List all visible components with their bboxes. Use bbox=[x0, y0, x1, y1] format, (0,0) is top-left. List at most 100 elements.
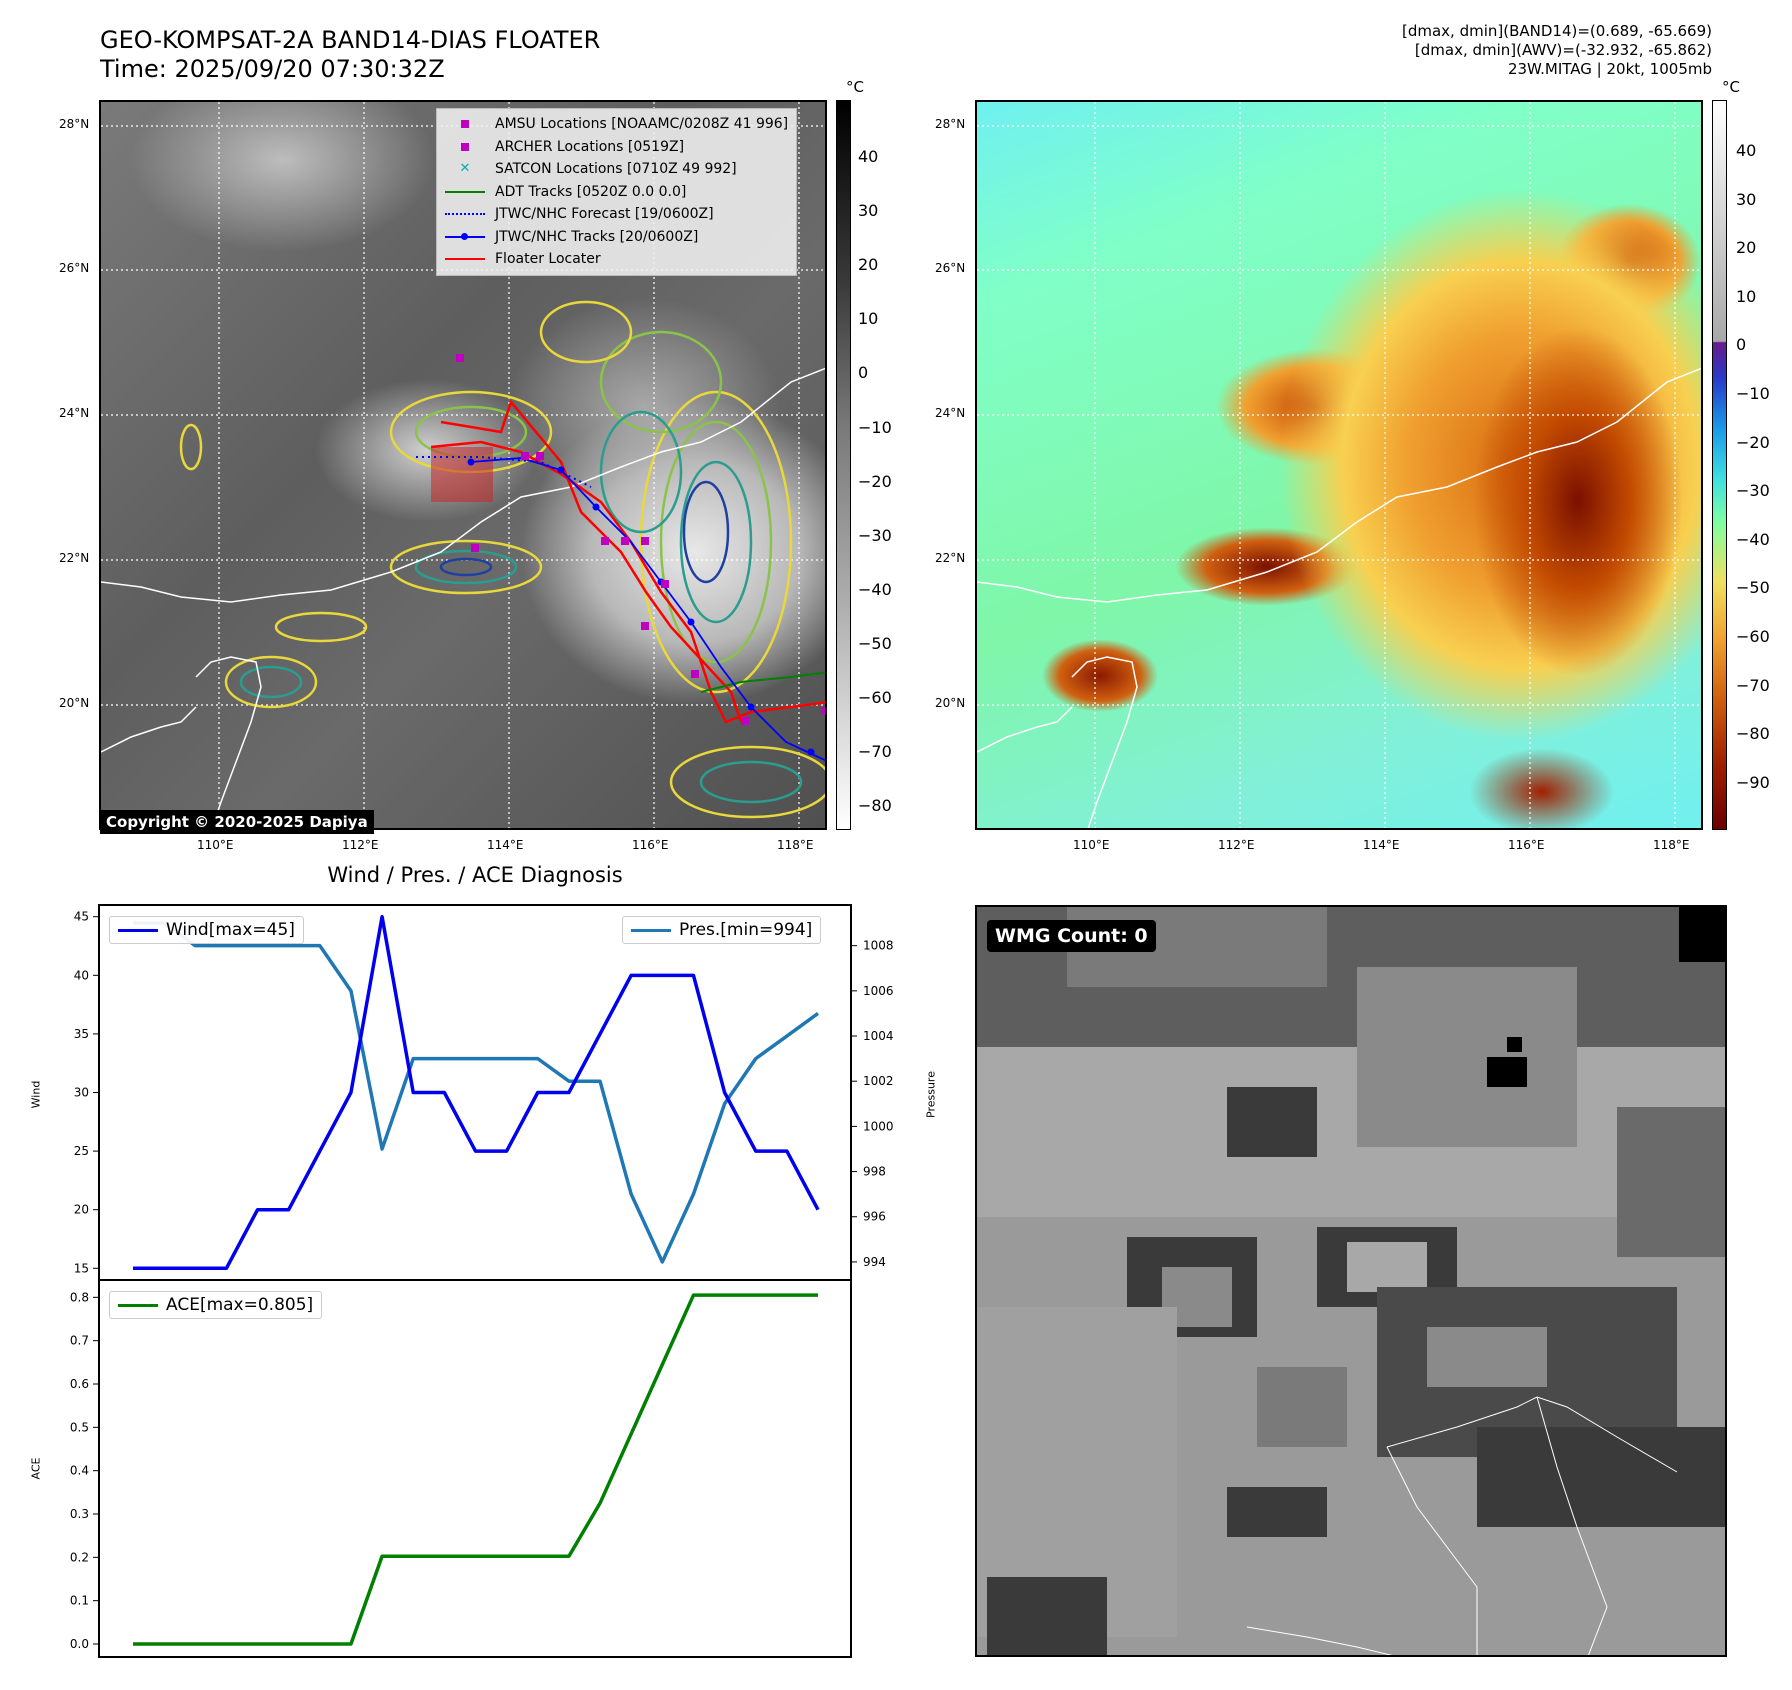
colorbar-tick-label: −20 bbox=[1736, 432, 1770, 452]
colorbar-tick-label: −60 bbox=[858, 688, 892, 707]
color-colorbar bbox=[1712, 100, 1727, 830]
title-time: Time: 2025/09/20 07:30:32Z bbox=[100, 55, 445, 83]
lon-tick-label: 110°E bbox=[197, 838, 234, 852]
color-map-panel bbox=[975, 100, 1703, 830]
legend-item-adt: ADT Tracks [0520Z 0.0 0.0] bbox=[445, 181, 788, 204]
ace-ytick-label: 0.0 bbox=[70, 1637, 89, 1651]
ace-ytick-label: 0.3 bbox=[70, 1507, 89, 1521]
legend-item-satcon: ✕ SATCON Locations [0710Z 49 992] bbox=[445, 158, 788, 181]
coastline bbox=[977, 367, 1701, 603]
lat-tick-label: 20°N bbox=[935, 696, 966, 710]
ace-series-line bbox=[133, 1293, 818, 1646]
colorbar-tick-label: 20 bbox=[858, 255, 879, 275]
copyright-label: Copyright © 2020-2025 Dapiya bbox=[100, 810, 374, 834]
ace-ytick-label: 0.8 bbox=[70, 1290, 89, 1304]
wind-line-icon bbox=[118, 928, 158, 932]
color-map-overlay bbox=[977, 102, 1701, 828]
lat-tick-label: 26°N bbox=[935, 261, 966, 275]
lon-tick-label: 116°E bbox=[632, 838, 669, 852]
ace-legend: ACE[max=0.805] bbox=[109, 1291, 323, 1319]
colorbar-tick-label: 10 bbox=[858, 309, 879, 329]
island-coastline bbox=[195, 656, 262, 828]
info-awv: [dmax, dmin](AWV)=(-32.932, -65.862) bbox=[1414, 41, 1712, 59]
lat-tick-label: 26°N bbox=[59, 261, 90, 275]
colorbar-tick-label: −60 bbox=[1736, 627, 1770, 646]
colorbar-tick-label: 40 bbox=[858, 147, 879, 166]
x-marker-icon: ✕ bbox=[459, 161, 471, 177]
legend-item-jtwc-tracks: JTWC/NHC Tracks [20/0600Z] bbox=[445, 226, 788, 249]
wind-ytick-label: 45 bbox=[74, 910, 89, 924]
lon-tick-label: 118°E bbox=[1653, 838, 1690, 852]
lon-tick-label: 110°E bbox=[1073, 838, 1110, 852]
pressure-legend: Pres.[min=994] bbox=[622, 916, 822, 944]
wind-ytick-label: 30 bbox=[74, 1086, 89, 1100]
legend-label: Floater Locater bbox=[495, 251, 601, 267]
lon-tick-label: 118°E bbox=[777, 838, 814, 852]
pressure-ytick-label: 994 bbox=[863, 1255, 886, 1269]
colorbar-tick-label: −30 bbox=[1736, 481, 1770, 501]
jtwc-track-points bbox=[467, 458, 815, 756]
colorbar-tick-label: −80 bbox=[1736, 724, 1770, 744]
square-marker-icon bbox=[445, 118, 485, 130]
colorbar-tick-label: −30 bbox=[858, 525, 892, 545]
dotted-line-icon bbox=[445, 208, 485, 220]
lat-tick-label: 22°N bbox=[59, 551, 90, 565]
map-legend: AMSU Locations [NOAAMC/0208Z 41 996] ARC… bbox=[436, 108, 798, 276]
colorbar-tick-label: −80 bbox=[858, 796, 892, 816]
title-satellite: GEO-KOMPSAT-2A BAND14-DIAS FLOATER bbox=[100, 26, 601, 54]
colorbar-tick-label: −10 bbox=[858, 417, 892, 437]
colorbar-tick-label: 30 bbox=[1736, 189, 1757, 209]
legend-item-floater: Floater Locater bbox=[445, 248, 788, 271]
legend-label: ARCHER Locations [0519Z] bbox=[495, 138, 685, 155]
wind-ytick-label: 15 bbox=[74, 1261, 89, 1275]
legend-label: ADT Tracks [0520Z 0.0 0.0] bbox=[495, 183, 687, 200]
info-band14: [dmax, dmin](BAND14)=(0.689, -65.669) bbox=[1401, 22, 1712, 40]
wind-ytick-label: 20 bbox=[74, 1203, 89, 1217]
wind-ytick-label: 25 bbox=[74, 1144, 89, 1158]
pressure-ytick-label: 996 bbox=[863, 1210, 886, 1224]
lon-tick-label: 116°E bbox=[1508, 838, 1545, 852]
colorbar-tick-label: −70 bbox=[1736, 675, 1770, 695]
colorbar-tick-label: 0 bbox=[858, 363, 869, 383]
coastline-west bbox=[977, 706, 1073, 753]
wind-legend: Wind[max=45] bbox=[109, 916, 304, 944]
ace-line-icon bbox=[118, 1303, 158, 1307]
pressure-ytick-label: 998 bbox=[863, 1165, 886, 1179]
pressure-line-icon bbox=[631, 928, 671, 932]
legend-label: SATCON Locations [0710Z 49 992] bbox=[495, 161, 737, 177]
adt-track bbox=[700, 671, 825, 693]
wind-series-line bbox=[133, 914, 820, 1271]
lat-tick-label: 28°N bbox=[59, 117, 90, 131]
wmg-count-badge: WMG Count: 0 bbox=[987, 920, 1156, 952]
island-coastline bbox=[1071, 656, 1138, 828]
gray-colorbar-unit: °C bbox=[846, 78, 864, 96]
ace-ytick-label: 0.1 bbox=[70, 1594, 89, 1608]
colorbar-tick-label: −90 bbox=[1736, 772, 1770, 792]
coastline-west bbox=[101, 706, 197, 753]
ace-ytick-label: 0.4 bbox=[70, 1464, 89, 1478]
colorbar-tick-label: −70 bbox=[858, 742, 892, 762]
color-colorbar-unit: °C bbox=[1722, 78, 1740, 96]
colorbar-tick-label: 40 bbox=[1736, 141, 1757, 160]
wind-plot-frame bbox=[98, 904, 852, 1281]
legend-label: AMSU Locations [NOAAMC/0208Z 41 996] bbox=[495, 116, 789, 132]
lat-tick-label: 24°N bbox=[59, 406, 90, 420]
legend-label: JTWC/NHC Tracks [20/0600Z] bbox=[495, 228, 699, 245]
legend-item-archer: ARCHER Locations [0519Z] bbox=[445, 136, 788, 159]
colorbar-tick-label: −20 bbox=[858, 471, 892, 491]
colorbar-tick-label: −50 bbox=[1736, 578, 1770, 598]
info-storm: 23W.MITAG | 20kt, 1005mb bbox=[1507, 60, 1712, 78]
lat-tick-label: 22°N bbox=[935, 551, 966, 565]
pressure-ytick-label: 1002 bbox=[863, 1074, 894, 1088]
colorbar-tick-label: 10 bbox=[1736, 286, 1757, 306]
pressure-ytick-label: 1008 bbox=[863, 939, 894, 953]
legend-item-amsu: AMSU Locations [NOAAMC/0208Z 41 996] bbox=[445, 113, 788, 136]
colorbar-tick-label: −10 bbox=[1736, 384, 1770, 403]
colorbar-tick-label: −50 bbox=[858, 633, 892, 653]
amsu-archer-markers bbox=[456, 354, 825, 725]
pressure-series-line bbox=[133, 921, 820, 1264]
pressure-ytick-label: 1000 bbox=[863, 1119, 894, 1133]
floater-locater-track-2 bbox=[440, 399, 743, 723]
lon-tick-label: 114°E bbox=[1363, 838, 1400, 852]
